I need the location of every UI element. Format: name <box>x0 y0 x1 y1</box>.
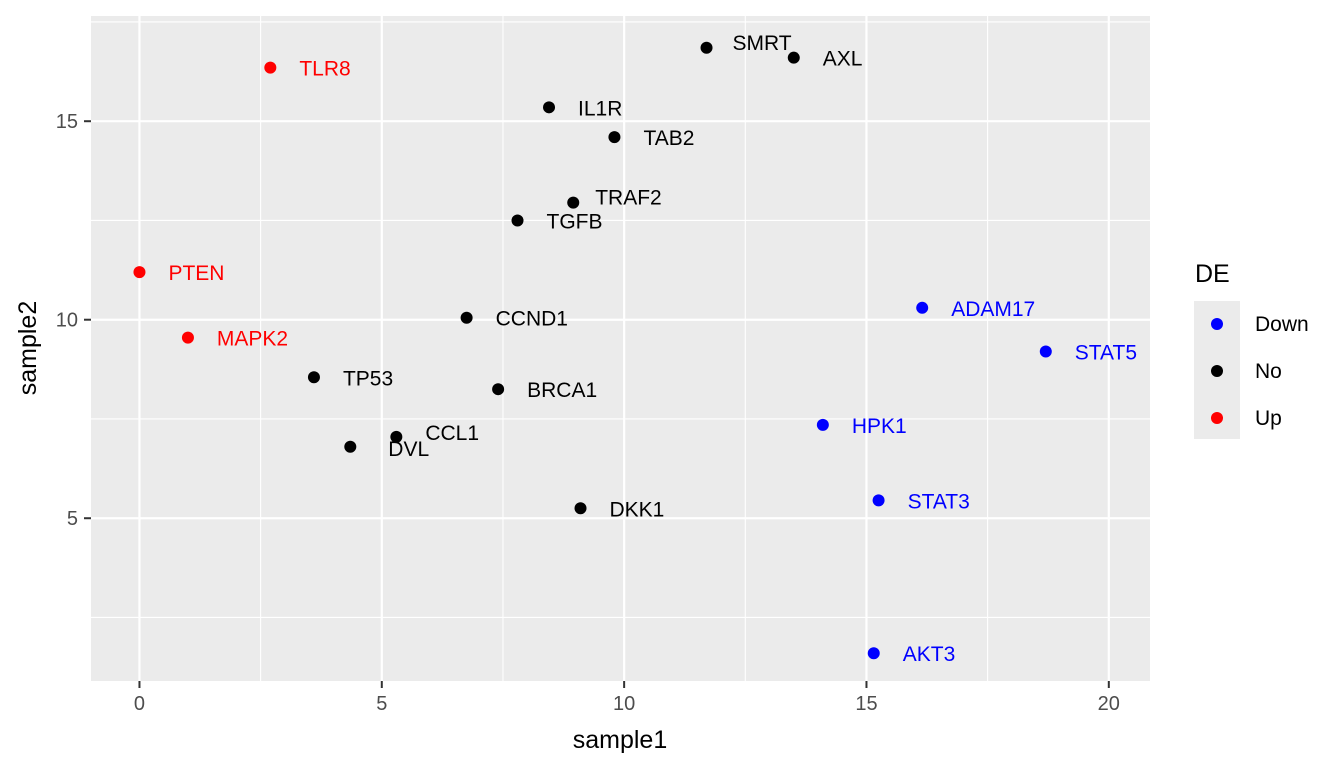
point-label-pten: PTEN <box>168 262 224 285</box>
point-tgfb <box>511 214 524 227</box>
point-stat5 <box>1039 345 1052 358</box>
y-axis: 5 10 15 <box>56 111 91 530</box>
plot-panel <box>91 16 1150 681</box>
point-label-dvl: DVL <box>388 438 429 461</box>
point-label-tab2: TAB2 <box>643 127 694 150</box>
point-label-axl: AXL <box>823 48 863 71</box>
point-axl <box>787 51 800 64</box>
point-label-brca1: BRCA1 <box>527 379 597 402</box>
point-ccnd1 <box>460 311 473 324</box>
point-tlr8 <box>264 61 277 74</box>
x-axis-title: sample1 <box>573 726 668 754</box>
point-il1r <box>543 101 556 114</box>
x-tick-label: 15 <box>855 693 877 715</box>
legend-key-down <box>1211 318 1223 330</box>
y-tick-label: 15 <box>56 111 78 133</box>
point-label-mapk2: MAPK2 <box>217 328 288 351</box>
point-tp53 <box>307 371 320 384</box>
minor-gridlines <box>91 16 1150 681</box>
data-points <box>133 41 1052 660</box>
y-axis-title: sample2 <box>14 301 42 396</box>
legend-key-no <box>1211 365 1223 377</box>
point-adam17 <box>916 301 929 314</box>
point-traf2 <box>567 196 580 209</box>
point-label-stat5: STAT5 <box>1075 341 1137 364</box>
point-label-hpk1: HPK1 <box>852 415 907 438</box>
x-tick-label: 5 <box>376 693 387 715</box>
point-tab2 <box>608 131 621 144</box>
point-label-tgfb: TGFB <box>547 210 603 233</box>
point-stat3 <box>872 494 885 507</box>
point-label-adam17: ADAM17 <box>951 298 1035 321</box>
point-label-ccnd1: CCND1 <box>496 308 568 331</box>
point-label-ccl1: CCL1 <box>425 422 479 445</box>
point-akt3 <box>867 647 880 660</box>
x-axis: 0 5 10 15 20 <box>134 681 1120 715</box>
legend-items: Down No Up <box>1211 313 1309 430</box>
point-ccl1 <box>390 430 403 443</box>
point-dvl <box>344 440 357 453</box>
point-label-traf2: TRAF2 <box>595 187 662 210</box>
point-label-stat3: STAT3 <box>908 490 970 513</box>
legend-key-up <box>1211 412 1223 424</box>
legend-label-no: No <box>1255 360 1282 383</box>
x-tick-label: 20 <box>1098 693 1120 715</box>
point-label-tlr8: TLR8 <box>299 58 350 81</box>
point-label-tp53: TP53 <box>343 367 393 390</box>
point-pten <box>133 266 146 279</box>
point-mapk2 <box>181 331 194 344</box>
legend-label-up: Up <box>1255 407 1282 430</box>
point-brca1 <box>492 383 505 396</box>
legend-label-down: Down <box>1255 313 1309 336</box>
point-smrt <box>700 41 713 54</box>
point-label-il1r: IL1R <box>578 97 622 120</box>
legend: DE Down No Up <box>1194 260 1309 439</box>
point-label-akt3: AKT3 <box>903 643 956 666</box>
point-dkk1 <box>574 502 587 515</box>
y-tick-label: 5 <box>67 508 78 530</box>
point-label-smrt: SMRT <box>733 32 792 55</box>
major-gridlines <box>91 16 1150 681</box>
x-tick-label: 0 <box>134 693 145 715</box>
y-tick-label: 10 <box>56 310 78 332</box>
legend-title: DE <box>1195 260 1230 288</box>
point-label-dkk1: DKK1 <box>610 498 665 521</box>
point-hpk1 <box>816 418 829 431</box>
x-tick-label: 10 <box>613 693 635 715</box>
